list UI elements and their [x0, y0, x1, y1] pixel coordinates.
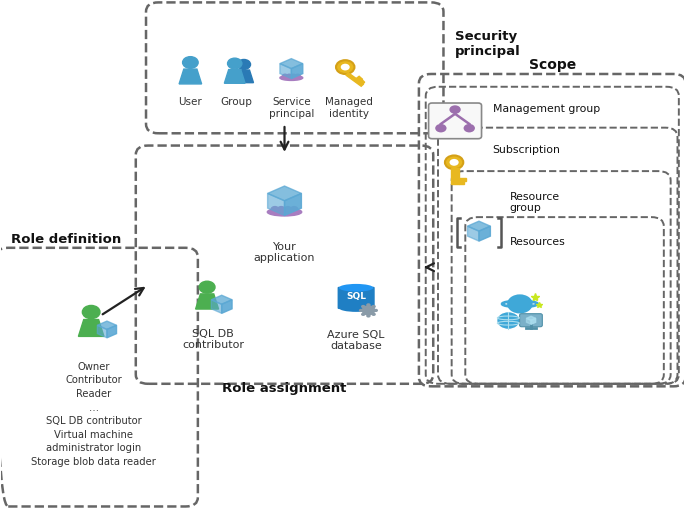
- Circle shape: [366, 314, 371, 318]
- Circle shape: [507, 295, 533, 314]
- Text: Scope: Scope: [529, 58, 576, 72]
- Circle shape: [336, 60, 354, 74]
- Polygon shape: [234, 70, 253, 83]
- Text: Owner
Contributor
Reader
…
SQL DB contributor
Virtual machine
administrator logi: Owner Contributor Reader … SQL DB contri…: [31, 362, 156, 467]
- Circle shape: [290, 207, 298, 212]
- Circle shape: [284, 207, 292, 212]
- Text: Your
application: Your application: [253, 242, 315, 263]
- Polygon shape: [291, 64, 303, 79]
- FancyBboxPatch shape: [338, 287, 375, 309]
- Text: Resource
group: Resource group: [510, 192, 560, 213]
- Polygon shape: [527, 318, 531, 324]
- Polygon shape: [97, 325, 107, 338]
- Circle shape: [445, 155, 463, 169]
- FancyBboxPatch shape: [520, 314, 543, 327]
- Polygon shape: [280, 59, 303, 68]
- Text: SQL: SQL: [346, 292, 366, 301]
- FancyBboxPatch shape: [429, 103, 482, 139]
- Text: Managed
identity: Managed identity: [325, 97, 373, 119]
- Text: Management group: Management group: [493, 104, 600, 114]
- Circle shape: [291, 74, 296, 78]
- Text: User: User: [179, 97, 202, 107]
- Polygon shape: [97, 321, 116, 329]
- Polygon shape: [211, 295, 232, 304]
- Circle shape: [277, 207, 285, 212]
- Circle shape: [183, 57, 198, 68]
- Circle shape: [464, 124, 475, 133]
- Polygon shape: [531, 318, 536, 324]
- Text: Role definition: Role definition: [11, 233, 121, 246]
- Polygon shape: [360, 80, 364, 84]
- Text: Service
principal: Service principal: [269, 97, 314, 119]
- Circle shape: [449, 105, 461, 114]
- Polygon shape: [196, 294, 219, 309]
- Text: Subscription: Subscription: [493, 144, 560, 155]
- Circle shape: [271, 207, 279, 212]
- Polygon shape: [225, 69, 245, 83]
- Polygon shape: [268, 186, 301, 201]
- Ellipse shape: [280, 75, 303, 80]
- Circle shape: [449, 159, 459, 166]
- Text: Role assignment: Role assignment: [223, 382, 347, 395]
- Polygon shape: [284, 193, 301, 215]
- Ellipse shape: [339, 284, 373, 291]
- Circle shape: [199, 281, 215, 293]
- Circle shape: [362, 305, 375, 316]
- Circle shape: [282, 74, 288, 78]
- Circle shape: [340, 64, 350, 70]
- Polygon shape: [479, 226, 490, 241]
- Polygon shape: [78, 320, 104, 336]
- Circle shape: [295, 74, 300, 78]
- Circle shape: [371, 305, 376, 308]
- Polygon shape: [222, 300, 232, 314]
- Polygon shape: [451, 169, 459, 184]
- Polygon shape: [459, 181, 464, 184]
- Text: Azure SQL
database: Azure SQL database: [327, 329, 385, 351]
- Circle shape: [82, 305, 100, 319]
- Polygon shape: [268, 193, 284, 215]
- Polygon shape: [179, 69, 201, 84]
- Text: Resources: Resources: [510, 236, 565, 247]
- Circle shape: [227, 58, 242, 69]
- Polygon shape: [467, 226, 479, 241]
- Text: Security
principal: Security principal: [455, 29, 521, 58]
- Circle shape: [361, 313, 365, 316]
- Text: Group: Group: [221, 97, 253, 107]
- Ellipse shape: [267, 208, 301, 216]
- Circle shape: [366, 303, 371, 306]
- Polygon shape: [356, 76, 362, 81]
- Polygon shape: [107, 325, 116, 338]
- Polygon shape: [211, 300, 222, 314]
- Circle shape: [237, 60, 251, 69]
- Circle shape: [286, 74, 292, 78]
- Polygon shape: [346, 73, 364, 86]
- Polygon shape: [467, 221, 490, 231]
- Polygon shape: [280, 64, 291, 79]
- Circle shape: [373, 309, 378, 312]
- Text: SQL DB
contributor: SQL DB contributor: [182, 328, 244, 350]
- Polygon shape: [459, 178, 466, 180]
- Circle shape: [359, 309, 363, 312]
- Circle shape: [435, 124, 447, 133]
- Polygon shape: [527, 316, 536, 320]
- Circle shape: [371, 313, 376, 316]
- Circle shape: [497, 313, 519, 329]
- Circle shape: [361, 305, 365, 308]
- Ellipse shape: [339, 304, 373, 312]
